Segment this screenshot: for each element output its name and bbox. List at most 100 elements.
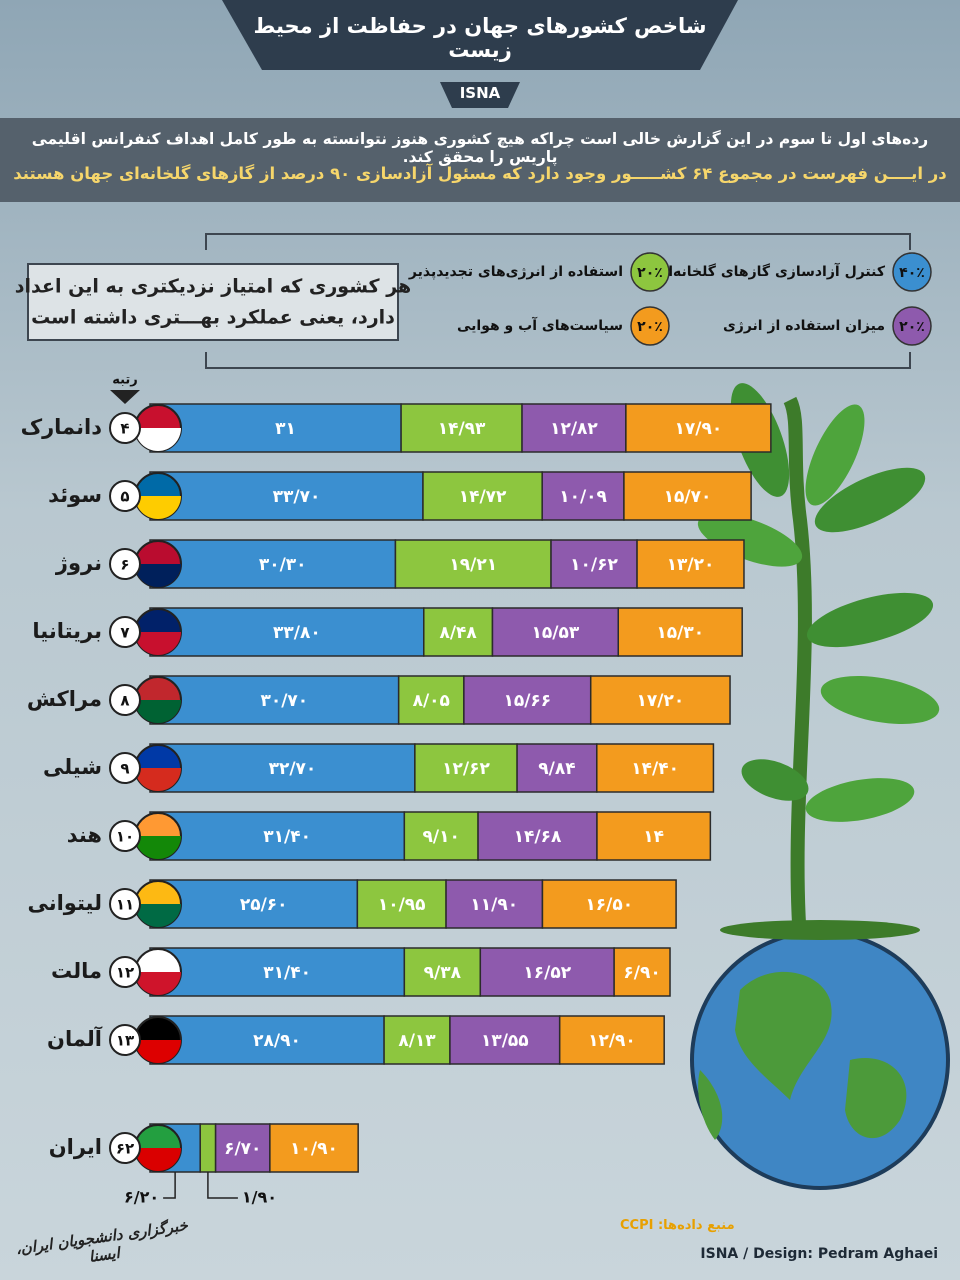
legend-weight-badge <box>892 306 932 346</box>
bar-segment <box>625 403 772 453</box>
bar-segment <box>397 675 465 725</box>
legend-label: کنترل آزادسازی گازهای گلخانه‌ای <box>655 262 885 280</box>
value-label: ۳۳/۸۰ <box>273 623 321 643</box>
flag <box>135 904 181 927</box>
flag <box>135 836 181 859</box>
value-label: ۳۳/۷۰ <box>273 487 321 507</box>
source: منبع داده‌ها: CCPI <box>620 1218 735 1233</box>
country-label: دانمارک <box>21 415 103 439</box>
value-label: ۱/۹۰ <box>242 1188 277 1207</box>
value-label: ۱۳/۵۵ <box>481 1031 529 1051</box>
value-label: ۱۲/۶۲ <box>442 759 490 779</box>
brand-tab <box>440 82 520 108</box>
value-label: ۱۰/۶۲ <box>570 555 618 575</box>
intro-line: رده‌های اول تا سوم در این گزارش خالی است… <box>31 130 929 166</box>
bar-segment <box>423 607 494 657</box>
rank: ۶۲ <box>116 1140 134 1158</box>
bar-segment <box>214 1123 271 1173</box>
bar-segment <box>477 811 598 861</box>
value-label: ۶/۷۰ <box>224 1139 261 1159</box>
value-label: ۱۵/۳۰ <box>656 623 704 643</box>
note-line: دارد، یعنی عملکرد بهـــتری داشته است <box>31 307 395 329</box>
note-box <box>27 263 399 341</box>
value-label: ۱۲/۹۰ <box>588 1031 636 1051</box>
bar-segment <box>613 947 671 997</box>
bar-segment <box>516 743 598 793</box>
bar-segment <box>541 471 625 521</box>
value-label: ۳۲/۷۰ <box>269 759 317 779</box>
rank: ۴ <box>120 420 129 438</box>
intro-band <box>0 118 960 202</box>
bar-segment <box>617 607 743 657</box>
legend-weight-badge <box>630 306 670 346</box>
value-label: ۹/۱۰ <box>423 827 460 847</box>
rank-badge <box>109 548 141 580</box>
bar-segment <box>541 879 677 929</box>
bar-segment <box>199 1123 217 1173</box>
rank: ۱۱ <box>116 896 134 914</box>
value-label: ۳۱/۴۰ <box>263 827 311 847</box>
legend-weight-badge <box>892 252 932 292</box>
rank: ۹ <box>120 760 129 778</box>
bar-segment <box>589 675 731 725</box>
bar-segment <box>550 539 638 589</box>
value-label: ۱۶/۵۰ <box>585 895 633 915</box>
value-label: ۶/۲۰ <box>124 1188 159 1207</box>
bar-segment <box>558 1015 665 1065</box>
flag <box>135 768 181 791</box>
value-label: ۱۹/۲۱ <box>449 555 497 575</box>
country-label: سوئد <box>48 483 102 507</box>
chart-title: شاخص کشورهای جهان در حفاظت از محیط زیست <box>253 14 707 62</box>
value-label: ۹/۳۸ <box>424 963 462 983</box>
rank-badge <box>109 684 141 716</box>
legend-label: استفاده از انرژی‌های تجدیدپذیر <box>408 264 623 280</box>
value-label: ۱۷/۹۰ <box>675 419 723 439</box>
bar-segment <box>623 471 752 521</box>
rank-badge <box>109 1024 141 1056</box>
value-label: ۲۵/۶۰ <box>240 895 288 915</box>
rank: ۸ <box>120 692 129 710</box>
value-label: ۱۵/۵۳ <box>532 623 580 643</box>
country-label: مراکش <box>27 687 102 711</box>
legend-weight-badge <box>630 252 670 292</box>
bar-segment <box>149 743 416 793</box>
value-label: ۱۴/۶۸ <box>514 827 562 847</box>
value-label: ۱۱/۹۰ <box>470 895 518 915</box>
title-banner <box>222 0 738 70</box>
rank-badge <box>109 412 141 444</box>
value-label: ۸/۰۵ <box>413 691 450 711</box>
value-label: ۱۳/۲۰ <box>667 555 715 575</box>
bar-segment <box>636 539 745 589</box>
bar-segment <box>394 539 552 589</box>
value-label: ۳۱/۴۰ <box>263 963 311 983</box>
flag <box>135 496 181 519</box>
rank-badge <box>109 752 141 784</box>
country-label: لیتوانی <box>27 891 102 915</box>
rank: ۱۳ <box>116 1032 134 1050</box>
value-label: ۸/۱۳ <box>398 1031 436 1051</box>
value-label: ۱۴/۴۰ <box>631 759 679 779</box>
value-label: ۳۰/۷۰ <box>260 691 308 711</box>
legend-weight: ۲۰٪ <box>637 319 663 335</box>
rank: ۷ <box>120 624 129 642</box>
rank-badge <box>109 820 141 852</box>
rank-badge <box>109 888 141 920</box>
bar-segment <box>383 1015 451 1065</box>
rank-badge <box>109 480 141 512</box>
rank-badge <box>109 616 141 648</box>
rank: ۵ <box>120 488 129 506</box>
country-label: آلمان <box>47 1026 103 1051</box>
value-label: ۱۴ <box>643 827 664 847</box>
bar-segment <box>149 539 397 589</box>
flag <box>135 1148 181 1171</box>
rank-badge <box>109 956 141 988</box>
value-label: ۱۴/۹۳ <box>438 419 486 439</box>
flag <box>135 428 181 451</box>
bar-segment <box>479 947 615 997</box>
bar-segment <box>414 743 518 793</box>
value-label: ۱۲/۸۲ <box>550 419 598 439</box>
value-label: ۸/۴۸ <box>439 623 477 643</box>
bar-segment <box>596 811 712 861</box>
country-label: مالت <box>51 959 102 983</box>
